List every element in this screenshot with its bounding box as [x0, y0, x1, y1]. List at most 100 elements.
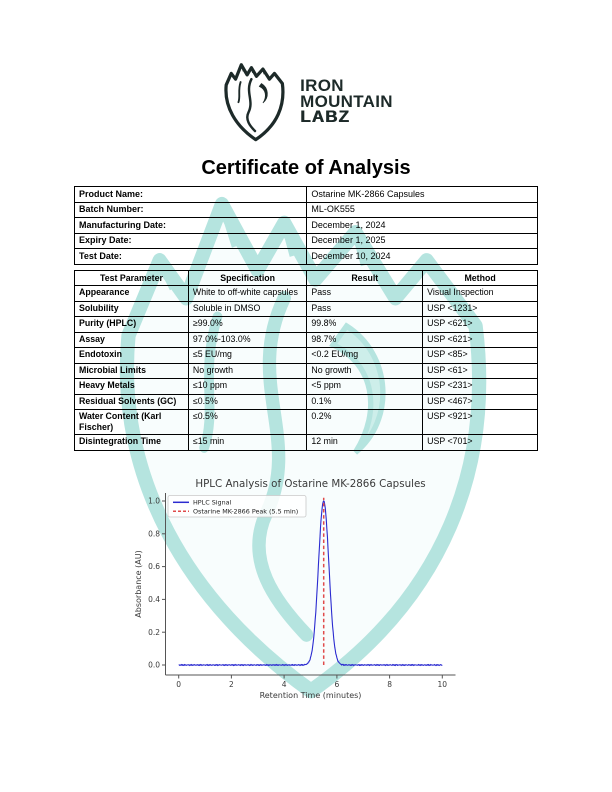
result-cell: 12 min — [306, 434, 424, 451]
x-tick-label: 8 — [387, 680, 392, 689]
test-parameter-cell: Appearance — [74, 285, 189, 302]
result-cell: Pass — [306, 285, 424, 302]
x-tick-label: 10 — [438, 680, 448, 689]
y-tick-label: 0.6 — [148, 562, 160, 571]
result-cell: 0.1% — [306, 393, 424, 410]
product-info-label: Batch Number: — [73, 201, 308, 218]
test-result-row: Microbial Limits No growth No growth USP <6… — [74, 362, 538, 379]
y-tick-label: 0.2 — [148, 628, 160, 637]
result-cell: 99.8% — [306, 316, 424, 333]
test-parameter-cell: Purity (HPLC) — [74, 316, 189, 333]
method-cell: USP <467> — [422, 393, 538, 410]
y-tick-label: 1.0 — [148, 497, 160, 506]
x-tick-label: 6 — [335, 680, 340, 689]
legend-marker-label: Ostarine MK-2866 Peak (5.5 min) — [193, 508, 298, 516]
specification-cell: White to off-white capsules — [187, 285, 308, 302]
test-parameter-cell: Solubility — [74, 300, 189, 317]
product-info-row: Product Name: Ostarine MK-2866 Capsules — [73, 186, 538, 203]
column-header: Method — [422, 270, 538, 286]
specification-cell: ≤0.5% — [187, 393, 308, 410]
test-result-row: Appearance White to off-white capsules Pas… — [74, 285, 538, 302]
test-parameter-cell: Disintegration Time — [74, 434, 189, 451]
x-tick-label: 2 — [229, 680, 234, 689]
result-cell: 0.2% — [306, 409, 424, 435]
product-info-label: Expiry Date: — [73, 232, 308, 249]
method-cell: USP <921> — [422, 409, 538, 435]
legend-signal-label: HPLC Signal — [193, 499, 232, 507]
product-info-value: ML-OK555 — [306, 201, 538, 218]
product-info-label: Product Name: — [73, 186, 308, 203]
product-info-row: Manufacturing Date: December 1, 2024 — [73, 217, 538, 234]
result-cell: <0.2 EU/mg — [306, 347, 424, 364]
test-result-row: Heavy Metals ≤10 ppm <5 ppm USP <231> — [74, 378, 538, 395]
test-result-row: Endotoxin ≤5 EU/mg <0.2 EU/mg USP <85> — [74, 347, 538, 364]
product-info-label: Test Date: — [73, 248, 308, 265]
brand-word-iron: IRON — [300, 76, 344, 96]
test-result-row: Assay 97.0%-103.0% 98.7% USP <621> — [74, 331, 538, 348]
test-result-row: Water Content (Karl Fischer) ≤0.5% 0.2% USP… — [74, 409, 538, 435]
hplc-chart-canvas: HPLC Analysis of Ostarine MK-2866 Capsul… — [134, 478, 456, 700]
specification-cell: ≤5 EU/mg — [187, 347, 308, 364]
brand-word-mountain: MOUNTAIN — [300, 91, 393, 111]
x-axis-label: Retention Time (minutes) — [260, 691, 362, 700]
specification-cell: ≤10 ppm — [187, 378, 308, 395]
test-parameter-cell: Residual Solvents (GC) — [74, 393, 189, 410]
specification-cell: ≥99.0% — [187, 316, 308, 333]
method-cell: USP <61> — [422, 362, 538, 379]
document-title: Certificate of Analysis — [201, 157, 411, 180]
test-parameter-cell: Microbial Limits — [74, 362, 189, 379]
test-parameter-cell: Water Content (Karl Fischer) — [74, 409, 189, 435]
test-parameter-cell: Endotoxin — [74, 347, 189, 364]
test-result-row: Residual Solvents (GC) ≤0.5% 0.1% USP <467> — [74, 393, 538, 410]
test-parameter-cell: Assay — [74, 331, 189, 348]
brand-word-labz: LABZ — [300, 107, 350, 127]
brand-wordmark: IRON MOUNTAIN LABZ — [300, 78, 393, 125]
result-cell: <5 ppm — [306, 378, 424, 395]
column-header: Test Parameter — [74, 270, 189, 286]
specification-cell: 97.0%-103.0% — [187, 331, 308, 348]
product-info-label: Manufacturing Date: — [73, 217, 308, 234]
specification-cell: No growth — [187, 362, 308, 379]
product-info-value: December 1, 2025 — [306, 232, 538, 249]
x-tick-label: 0 — [176, 680, 181, 689]
y-tick-label: 0.0 — [148, 661, 160, 670]
column-header: Result — [306, 270, 424, 286]
chart-title: HPLC Analysis of Ostarine MK-2866 Capsul… — [195, 478, 425, 490]
product-info-row: Test Date: December 10, 2024 — [73, 248, 538, 265]
specification-cell: ≤15 min — [187, 434, 308, 451]
method-cell: Visual Inspection — [422, 285, 538, 302]
product-info-value: Ostarine MK-2866 Capsules — [306, 186, 538, 203]
test-results-table: Test Parameter Specification Result Method … — [74, 270, 538, 451]
test-result-row: Disintegration Time ≤15 min 12 min USP <701… — [74, 434, 538, 451]
method-cell: USP <85> — [422, 347, 538, 364]
column-header: Specification — [187, 270, 308, 286]
product-info-table: Product Name: Ostarine MK-2866 Capsules Ba… — [73, 186, 538, 265]
method-cell: USP <621> — [422, 316, 538, 333]
method-cell: USP <701> — [422, 434, 538, 451]
product-info-value: December 10, 2024 — [306, 248, 538, 265]
y-tick-label: 0.8 — [148, 529, 160, 538]
result-cell: Pass — [306, 300, 424, 317]
result-cell: No growth — [306, 362, 424, 379]
hplc-chart: HPLC Analysis of Ostarine MK-2866 Capsul… — [130, 468, 490, 708]
method-cell: USP <1231> — [422, 300, 538, 317]
y-tick-label: 0.4 — [148, 595, 160, 604]
product-info-row: Batch Number: ML-OK555 — [73, 201, 538, 218]
product-info-value: December 1, 2024 — [306, 217, 538, 234]
test-result-row: Solubility Soluble in DMSO Pass USP <1231> — [74, 300, 538, 317]
specification-cell: Soluble in DMSO — [187, 300, 308, 317]
test-result-row: Purity (HPLC) ≥99.0% 99.8% USP <621> — [74, 316, 538, 333]
specification-cell: ≤0.5% — [187, 409, 308, 435]
hplc-signal-line — [178, 500, 443, 667]
product-info-row: Expiry Date: December 1, 2025 — [73, 232, 538, 249]
result-cell: 98.7% — [306, 331, 424, 348]
test-table-header-row: Test Parameter Specification Result Method — [74, 270, 538, 286]
method-cell: USP <621> — [422, 331, 538, 348]
test-parameter-cell: Heavy Metals — [74, 378, 189, 395]
brand-header: IRON MOUNTAIN LABZ — [0, 58, 612, 145]
y-axis-label: Absorbance (AU) — [134, 550, 143, 617]
x-tick-label: 4 — [282, 680, 287, 689]
